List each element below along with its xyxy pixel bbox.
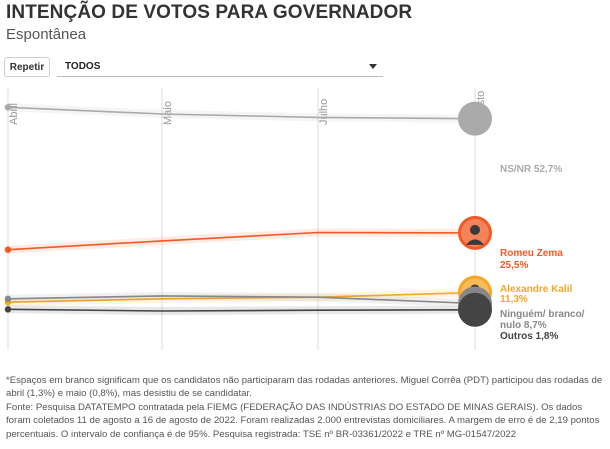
start-point-romeu-zema xyxy=(4,246,12,253)
series-line-ns-nr xyxy=(7,106,476,120)
series-lines xyxy=(4,103,479,315)
series-label-outros: Outros 1,8% xyxy=(500,331,558,342)
series-band-ns-nr xyxy=(4,103,479,123)
chart-title: INTENÇÃO DE VOTOS PARA GOVERNADOR xyxy=(6,2,413,23)
footnote-spaces: *Espaços em branco significam que os can… xyxy=(6,375,603,400)
footnotes: *Espaços em branco significam que os can… xyxy=(6,374,606,441)
start-point-ns-nr xyxy=(4,104,12,111)
series-label-ningu-m-branco-nulo: Ninguém/ branco/ xyxy=(500,309,585,320)
end-marker-outros[interactable] xyxy=(458,292,492,327)
filter-select[interactable]: TODOS xyxy=(57,57,383,77)
line-chart: AbrilMaioJulhoAgosto NS/NR 52,7%Romeu Ze… xyxy=(4,88,585,350)
end-marker-ns-nr[interactable] xyxy=(458,101,492,136)
end-markers xyxy=(4,101,492,327)
series-line-romeu-zema xyxy=(7,231,476,251)
chart-subtitle: Espontânea xyxy=(6,26,87,43)
chevron-down-icon xyxy=(369,64,377,69)
series-label-romeu-zema: 25,5% xyxy=(500,260,528,271)
series-line-outros xyxy=(7,308,476,312)
x-tick-label: Julho xyxy=(318,99,330,125)
series-label-ningu-m-branco-nulo: nulo 8,7% xyxy=(500,320,547,331)
series-line-ningu-m-branco-nulo xyxy=(7,295,476,305)
start-point-ningu-m-branco-nulo xyxy=(4,295,12,303)
filter-select-value: TODOS xyxy=(65,61,101,72)
series-band-romeu-zema xyxy=(4,228,479,254)
start-point-outros xyxy=(4,306,12,313)
avatar-head-romeu-zema xyxy=(470,224,480,235)
series-label-ns-nr: NS/NR 52,7% xyxy=(500,164,562,175)
repeat-button[interactable]: Repetir xyxy=(4,57,50,77)
series-label-alexandre-kalil: Alexandre Kalil xyxy=(500,284,572,295)
footnote-source: Fonte: Pesquisa DATATEMPO contratada pel… xyxy=(6,401,600,440)
series-label-alexandre-kalil: 11,3% xyxy=(500,294,528,305)
series-line-alexandre-kalil xyxy=(7,291,476,303)
series-label-romeu-zema: Romeu Zema xyxy=(500,248,563,259)
x-tick-label: Maio xyxy=(162,101,174,125)
avatar-body-romeu-zema xyxy=(466,239,484,245)
